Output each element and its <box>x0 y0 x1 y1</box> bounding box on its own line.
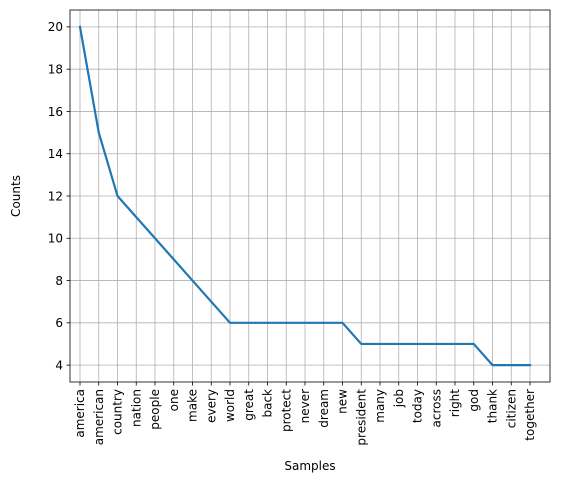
x-tick-label: back <box>261 389 275 418</box>
x-tick-label: one <box>167 389 181 411</box>
x-tick-label: right <box>448 389 462 417</box>
x-tick-label: today <box>411 389 425 423</box>
x-tick-label: country <box>111 389 125 435</box>
y-tick-label: 6 <box>55 316 63 330</box>
series-layer <box>78 25 532 367</box>
x-tick-label: people <box>148 389 162 430</box>
y-tick-label: 10 <box>48 232 63 246</box>
y-tick-label: 8 <box>55 274 63 288</box>
y-tick-label: 20 <box>48 20 63 34</box>
x-tick-label: american <box>92 389 106 445</box>
series-line <box>78 25 532 367</box>
x-tick-label: america <box>73 389 87 438</box>
y-axis: 4 6 8 10 12 14 16 18 20 <box>48 20 70 372</box>
y-axis-title: Counts <box>9 175 23 217</box>
x-tick-label: across <box>429 389 443 427</box>
x-tick-label: job <box>392 389 406 408</box>
x-tick-label: protect <box>279 389 293 432</box>
x-axis: america american country nation people one mak… <box>73 382 537 446</box>
x-tick-label: together <box>523 389 537 441</box>
x-tick-label: president <box>354 389 368 446</box>
x-tick-label: citizen <box>504 389 518 428</box>
x-tick-label: great <box>242 389 256 421</box>
y-tick-label: 14 <box>48 147 63 161</box>
x-tick-label: thank <box>486 389 500 423</box>
x-tick-label: make <box>186 389 200 422</box>
x-tick-label: new <box>336 389 350 414</box>
x-tick-label: dream <box>317 389 331 428</box>
y-tick-label: 12 <box>48 189 63 203</box>
x-tick-label: god <box>467 389 481 412</box>
y-tick-label: 16 <box>48 105 63 119</box>
x-axis-title: Samples <box>284 459 335 473</box>
x-tick-label: never <box>298 389 312 423</box>
x-tick-label: world <box>223 389 237 422</box>
y-tick-label: 18 <box>48 62 63 76</box>
grid-lines <box>70 10 550 382</box>
y-tick-label: 4 <box>55 358 63 372</box>
x-tick-label: nation <box>129 389 143 427</box>
x-tick-label: every <box>204 389 218 423</box>
x-tick-label: many <box>373 389 387 423</box>
